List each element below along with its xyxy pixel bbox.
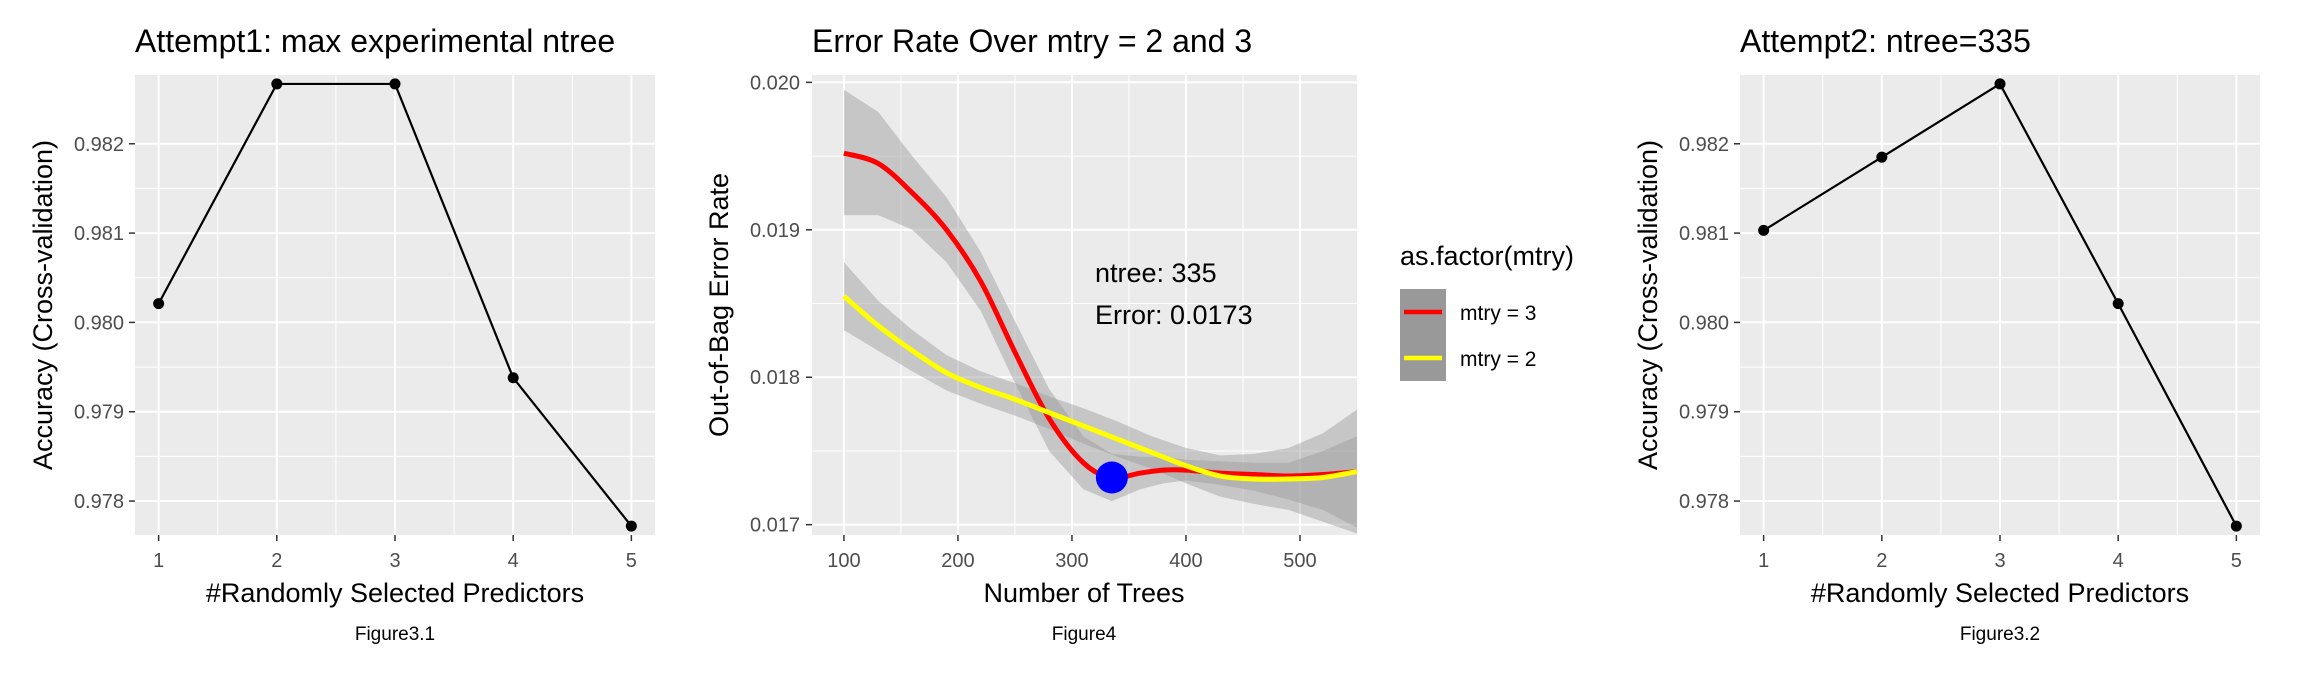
chart2-caption: Figure4 [1052, 624, 1117, 645]
chart3-xtick-3: 4 [2113, 550, 2124, 572]
chart3-ylabel: Accuracy (Cross-validation) [1633, 140, 1663, 470]
legend-label-mtry2: mtry = 2 [1460, 348, 1536, 371]
c3-accuracy-point [2112, 298, 2124, 310]
chart3-ytick-2: 0.980 [1679, 312, 1729, 334]
legend-title: as.factor(mtry) [1400, 241, 1574, 271]
chart1-title: Attempt1: max experimental ntree [135, 23, 615, 59]
chart2-xtick-1: 200 [941, 550, 974, 572]
chart1-ytick-2: 0.980 [74, 312, 124, 334]
chart1-caption: Figure3.1 [355, 624, 435, 645]
chart-error-rate: Error Rate Over mtry = 2 and 3 ntree: 33… [704, 23, 1574, 645]
c2-band-mtry3 [843, 89, 1357, 528]
chart2-grid [806, 75, 1357, 541]
chart2-x-ticks: 100 200 300 400 500 [827, 550, 1316, 572]
chart1-ytick-1: 0.979 [74, 402, 124, 424]
chart1-xlabel: #Randomly Selected Predictors [206, 578, 584, 608]
chart3-ytick-3: 0.981 [1679, 223, 1729, 245]
c3-accuracy-point [1758, 224, 1770, 236]
chart3-caption: Figure3.2 [1960, 624, 2040, 645]
chart2-xlabel: Number of Trees [983, 578, 1184, 608]
chart2-data [842, 89, 1358, 534]
chart3-xtick-2: 3 [1994, 550, 2005, 572]
c2-annotation-point [1095, 461, 1128, 494]
chart2-xtick-3: 400 [1169, 550, 1202, 572]
c2-band-mtry2 [843, 262, 1357, 534]
chart2-ytick-1: 0.018 [750, 367, 800, 389]
chart2-annotation-error: Error: 0.0173 [1095, 300, 1253, 330]
chart1-xtick-3: 4 [508, 550, 519, 572]
c2-line-mtry2 [842, 294, 1358, 482]
chart3-ytick-0: 0.978 [1679, 491, 1729, 513]
chart3-x-ticks: 1 2 3 4 5 [1758, 550, 2242, 572]
legend-label-mtry3: mtry = 3 [1460, 302, 1536, 325]
chart2-legend: as.factor(mtry) mtry = 3 mtry = 2 [1400, 241, 1574, 381]
chart1-xtick-4: 5 [626, 550, 637, 572]
c3-accuracy-point [2230, 520, 2242, 532]
chart1-grid [129, 75, 655, 541]
chart2-title: Error Rate Over mtry = 2 and 3 [812, 23, 1252, 59]
chart3-title: Attempt2: ntree=335 [1740, 23, 2031, 59]
chart3-xlabel: #Randomly Selected Predictors [1811, 578, 2189, 608]
chart1-data [153, 78, 637, 532]
chart3-xtick-0: 1 [1758, 550, 1769, 572]
chart3-ytick-4: 0.982 [1679, 134, 1729, 156]
chart1-ytick-0: 0.978 [74, 491, 124, 513]
c3-accuracy-point [1994, 78, 2006, 90]
chart1-xtick-0: 1 [153, 550, 164, 572]
c1-accuracy-point [153, 298, 165, 310]
c1-accuracy-point [625, 520, 637, 532]
chart3-xtick-1: 2 [1876, 550, 1887, 572]
chart2-ytick-0: 0.017 [750, 515, 800, 537]
chart3-xtick-4: 5 [2231, 550, 2242, 572]
chart3-grid [1734, 75, 2260, 541]
chart2-ylabel: Out-of-Bag Error Rate [704, 173, 734, 437]
c1-accuracy-point [271, 78, 283, 90]
chart2-xtick-0: 100 [827, 550, 860, 572]
chart1-xtick-2: 3 [389, 550, 400, 572]
c3-accuracy-point [1876, 151, 1888, 163]
chart1-y-ticks: 0.978 0.979 0.980 0.981 0.982 [74, 134, 124, 513]
chart1-ytick-4: 0.982 [74, 134, 124, 156]
chart2-y-ticks: 0.017 0.018 0.019 0.020 [750, 72, 800, 536]
chart1-ytick-3: 0.981 [74, 223, 124, 245]
chart2-ytick-2: 0.019 [750, 220, 800, 242]
chart1-ylabel: Accuracy (Cross-validation) [28, 140, 58, 470]
chart-attempt1: Attempt1: max experimental ntree 0.978 0… [28, 23, 655, 645]
chart1-x-ticks: 1 2 3 4 5 [153, 550, 637, 572]
c1-accuracy-point [389, 78, 401, 90]
chart2-annotation-ntree: ntree: 335 [1095, 258, 1217, 288]
chart3-data [1758, 78, 2242, 532]
chart2-xtick-2: 300 [1055, 550, 1088, 572]
chart2-ytick-3: 0.020 [750, 72, 800, 94]
chart3-y-ticks: 0.978 0.979 0.980 0.981 0.982 [1679, 134, 1729, 513]
chart2-annotation: ntree: 335 Error: 0.0173 [1095, 258, 1253, 330]
chart2-xtick-4: 500 [1283, 550, 1316, 572]
chart-attempt2: Attempt2: ntree=335 0.978 0.979 0.980 0.… [1633, 23, 2260, 645]
c1-accuracy-point [507, 372, 519, 384]
chart1-xtick-1: 2 [271, 550, 282, 572]
chart3-ytick-1: 0.979 [1679, 402, 1729, 424]
chart2-panel [812, 75, 1357, 535]
